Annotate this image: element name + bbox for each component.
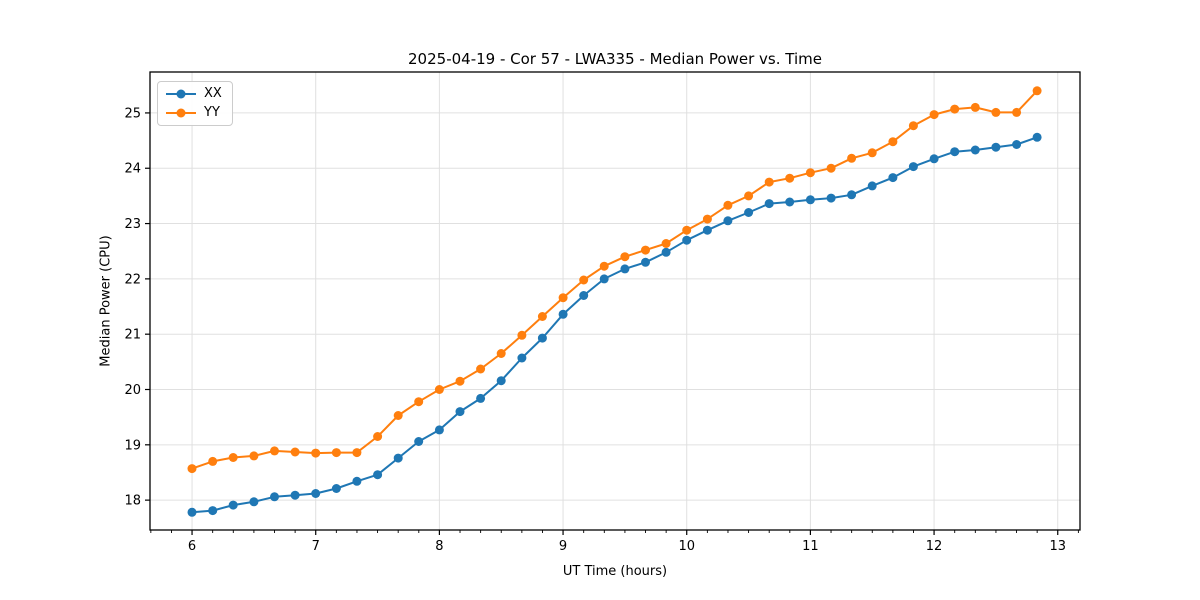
svg-text:9: 9 — [559, 539, 567, 554]
svg-text:24: 24 — [124, 162, 141, 177]
svg-text:7: 7 — [312, 539, 320, 554]
legend-line-marker-xx-icon — [166, 88, 196, 100]
svg-text:20: 20 — [124, 383, 141, 398]
legend-label-yy: YY — [204, 105, 220, 120]
svg-text:8: 8 — [435, 539, 443, 554]
legend-item-yy: YY — [166, 106, 222, 120]
svg-text:25: 25 — [124, 106, 141, 121]
svg-text:6: 6 — [188, 539, 196, 554]
svg-text:22: 22 — [124, 272, 141, 287]
svg-text:19: 19 — [124, 438, 141, 453]
svg-text:11: 11 — [802, 539, 819, 554]
svg-text:21: 21 — [124, 328, 141, 343]
svg-text:23: 23 — [124, 217, 141, 232]
legend: XX YY — [157, 81, 233, 126]
legend-line-marker-yy-icon — [166, 107, 196, 119]
svg-text:12: 12 — [926, 539, 943, 554]
x-axis-label: UT Time (hours) — [562, 564, 668, 579]
chart-title: 2025-04-19 - Cor 57 - LWA335 - Median Po… — [408, 50, 822, 68]
svg-text:18: 18 — [124, 494, 141, 509]
y-axis-label: Median Power (CPU) — [98, 235, 114, 367]
svg-text:13: 13 — [1049, 539, 1066, 554]
legend-item-xx: XX — [166, 87, 222, 101]
svg-text:10: 10 — [678, 539, 695, 554]
legend-label-xx: XX — [204, 86, 222, 101]
